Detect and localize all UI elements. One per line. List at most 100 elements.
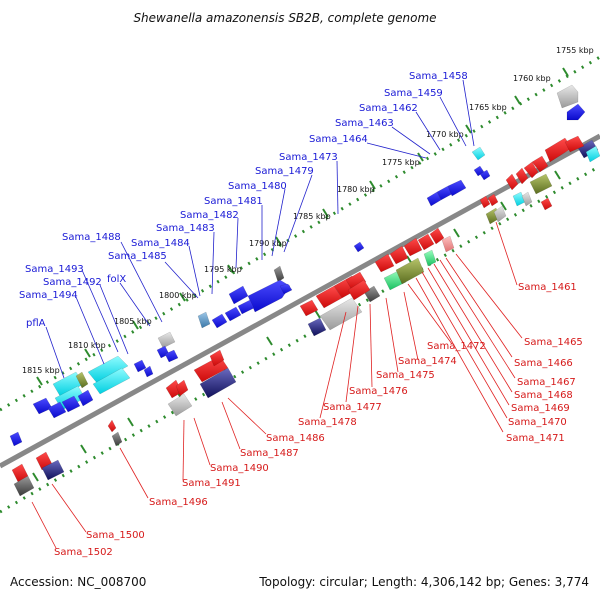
gene-feature — [224, 306, 242, 322]
gene-feature — [585, 145, 600, 163]
gene-leader-line — [433, 263, 513, 393]
scale-label: 1765 kbp — [469, 103, 507, 112]
gene-leader-line — [415, 277, 504, 433]
gene-label: Sama_1474 — [398, 356, 457, 367]
gene-leader-line — [120, 241, 163, 323]
gene-label: Sama_1493 — [25, 264, 84, 275]
gene-leader-line — [415, 111, 441, 151]
gene-feature — [441, 235, 455, 253]
gene-label: Sama_1502 — [54, 547, 113, 558]
gene-feature — [167, 393, 193, 417]
scale-label: 1760 kbp — [513, 74, 551, 83]
gene-feature — [540, 197, 553, 211]
gene-leader-line — [427, 267, 510, 406]
gene-feature — [157, 331, 176, 349]
gene-leader-line — [369, 303, 373, 388]
gene-feature — [199, 367, 237, 399]
scale-labels: 1755 kbp 1760 kbp 1765 kbp 1770 kbp 1775… — [22, 46, 594, 375]
gene-label: Sama_1496 — [149, 497, 208, 508]
gene-label: Sama_1485 — [108, 251, 167, 262]
gene-label: Sama_1472 — [427, 341, 486, 352]
gene-feature — [523, 161, 539, 179]
gene-label: Sama_1465 — [524, 337, 583, 348]
gene-label: Sama_1490 — [210, 463, 269, 474]
gene-feature — [447, 179, 467, 197]
gene-feature — [87, 355, 129, 384]
inner-scale-line — [0, 164, 600, 514]
gene-label: Sama_1486 — [266, 433, 325, 444]
gene-feature — [197, 311, 211, 329]
gene-feature — [273, 265, 285, 283]
gene-label: Sama_1477 — [323, 402, 382, 413]
gene-feature — [479, 169, 491, 181]
scale-label: 1770 kbp — [426, 130, 464, 139]
gene-label: Sama_1475 — [376, 370, 435, 381]
gene-feature — [374, 253, 395, 273]
gene-feature — [515, 167, 529, 185]
gene-leader-line — [385, 297, 399, 373]
gene-leader-line — [455, 253, 523, 339]
gene-leader-line — [439, 259, 516, 379]
gene-leader-line — [391, 126, 431, 155]
gene-label: Sama_1481 — [204, 196, 263, 207]
gene-feature — [493, 205, 507, 223]
gene-feature — [471, 146, 486, 161]
scale-label: 1805 kbp — [114, 317, 152, 326]
gene-leader-line — [271, 188, 286, 257]
gene-label: Sama_1464 — [309, 134, 368, 145]
gene-label: Sama_1488 — [62, 232, 121, 243]
scale-label: 1815 kbp — [22, 366, 60, 375]
gene-feature — [423, 249, 437, 267]
reverse-gene-labels: Sama_1461 Sama_1465 Sama_1466 Sama_1467 … — [31, 221, 583, 558]
gene-leader-line — [227, 397, 267, 435]
gene-label: pflA — [26, 318, 46, 329]
gene-leader-line — [188, 245, 201, 297]
gene-leader-line — [403, 291, 419, 361]
gene-label: Sama_1471 — [506, 433, 565, 444]
gene-label: Sama_1487 — [240, 448, 299, 459]
gene-feature — [505, 173, 519, 191]
forward-gene-features — [9, 84, 586, 447]
gene-label: Sama_1469 — [511, 403, 570, 414]
gene-feature — [75, 371, 89, 389]
gene-leader-line — [439, 96, 467, 147]
gene-leader-line — [283, 174, 313, 253]
gene-feature — [41, 459, 65, 481]
gene-feature — [13, 475, 35, 497]
gene-leader-line — [445, 257, 513, 358]
gene-label: Sama_1491 — [182, 478, 241, 489]
gene-leader-line — [407, 283, 453, 345]
gene-feature — [389, 245, 409, 265]
gene-leader-line — [221, 401, 241, 450]
gene-label: Sama_1494 — [19, 290, 78, 301]
gene-feature — [61, 395, 81, 413]
gene-label: Sama_1470 — [508, 417, 567, 428]
gene-label: Sama_1466 — [514, 358, 573, 369]
gene-leader-line — [182, 419, 185, 481]
gene-feature — [111, 431, 123, 447]
scale-label: 1790 kbp — [249, 239, 287, 248]
gene-leader-line — [75, 296, 105, 365]
gene-feature — [92, 367, 131, 395]
gene-leader-line — [235, 217, 239, 269]
gene-label: Sama_1462 — [359, 103, 418, 114]
gene-label: Sama_1482 — [180, 210, 239, 221]
gene-feature — [228, 285, 249, 305]
gene-label: Sama_1479 — [255, 166, 314, 177]
topology-text: Topology: circular; Length: 4,306,142 bp… — [258, 575, 589, 589]
gene-feature — [279, 283, 293, 295]
gene-label: Sama_1500 — [86, 530, 145, 541]
gene-feature — [417, 233, 435, 251]
gene-label: Sama_1459 — [384, 88, 443, 99]
gene-leader-line — [81, 269, 119, 353]
gene-feature — [175, 379, 189, 397]
gene-leader-line — [336, 160, 339, 215]
scale-label: 1785 kbp — [293, 212, 331, 221]
gene-leader-line — [211, 231, 215, 295]
outer-major-ticks — [36, 67, 569, 386]
gene-label: Sama_1484 — [131, 238, 190, 249]
gene-feature — [107, 419, 117, 433]
gene-feature — [353, 241, 365, 253]
gene-leader-line — [99, 284, 129, 355]
